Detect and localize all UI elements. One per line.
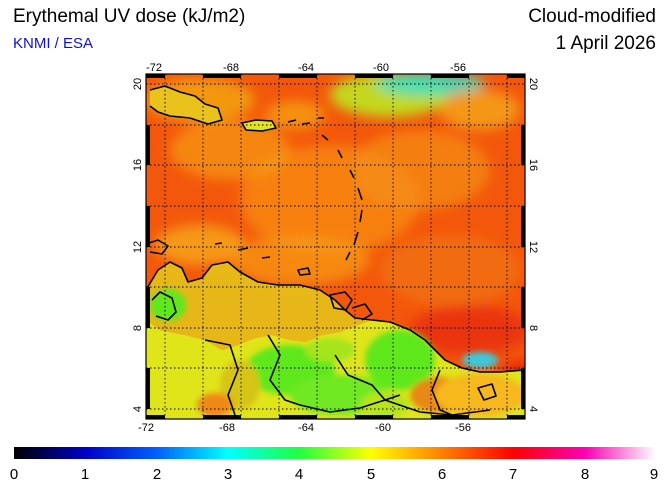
colorbar-label: 0 — [10, 466, 18, 483]
bottom-lon-label: -68 — [219, 422, 235, 434]
left-lat-label: 4 — [132, 406, 144, 412]
colorbar-label: 5 — [367, 466, 375, 483]
colorbar-gradient — [14, 447, 656, 459]
right-lat-label: 4 — [527, 406, 539, 412]
french-guiana-island — [477, 383, 497, 401]
guyana-suriname-border — [334, 354, 401, 401]
hispaniola-coast — [149, 85, 223, 125]
top-lon-label: -72 — [146, 62, 162, 74]
map-title: Erythemal UV dose (kJ/m2) — [13, 6, 246, 27]
maracaibo-land-patch — [150, 289, 186, 321]
bottom-lon-label: -64 — [298, 422, 314, 434]
right-lat-label: 20 — [527, 78, 539, 90]
bottom-lon-label: -72 — [138, 422, 154, 434]
orinoco-delta-coast — [351, 303, 373, 321]
colorbar-label: 9 — [650, 466, 658, 483]
colorbar-label: 6 — [438, 466, 446, 483]
maracaibo-coast — [151, 291, 177, 321]
colorbar-label: 4 — [295, 466, 303, 483]
colombia-venezuela-coast — [146, 261, 525, 373]
top-lon-labels: -72 -68 -64 -60 -56 — [146, 62, 466, 74]
colorbar-label: 3 — [224, 466, 232, 483]
bottom-lon-labels: -72 -68 -64 -60 -56 — [138, 422, 471, 434]
colorbar-label: 7 — [509, 466, 517, 483]
right-lat-labels: 4 8 12 16 20 — [527, 78, 539, 412]
colorbar-label: 1 — [81, 466, 89, 483]
right-lat-label: 8 — [527, 325, 539, 331]
top-lon-label: -56 — [450, 62, 466, 74]
land-uv-patches — [197, 330, 525, 419]
bottom-lon-label: -56 — [455, 422, 471, 434]
virgin-islands — [287, 117, 324, 125]
date-label: 1 April 2026 — [555, 33, 656, 54]
right-lat-label: 12 — [527, 241, 539, 253]
colombia-venezuela-border — [204, 339, 239, 416]
left-lat-label: 8 — [132, 325, 144, 331]
credit-label: KNMI / ESA — [13, 35, 94, 52]
bottom-lon-label: -60 — [375, 422, 391, 434]
right-lat-label: 16 — [527, 159, 539, 171]
trinidad-coast — [329, 291, 353, 311]
uv-field-patches — [146, 74, 525, 417]
top-lon-label: -68 — [223, 62, 239, 74]
colorbar: 0 1 2 3 4 5 6 7 8 9 — [10, 447, 658, 483]
venezuela-guyana-border — [267, 334, 301, 406]
top-lon-label: -60 — [373, 62, 389, 74]
top-lon-label: -64 — [298, 62, 314, 74]
guajira-coast — [146, 239, 169, 255]
graticule — [146, 74, 525, 419]
abc-islands — [214, 242, 271, 259]
puerto-rico-coast — [241, 119, 277, 132]
colorbar-label: 2 — [153, 466, 161, 483]
left-lat-label: 20 — [132, 78, 144, 90]
product-label: Cloud-modified — [528, 6, 656, 27]
left-lat-label: 16 — [132, 159, 144, 171]
suriname-guiana-border — [431, 369, 453, 416]
lesser-antilles-arc — [321, 134, 363, 261]
margarita-island — [297, 267, 311, 276]
puerto-rico-land — [242, 120, 276, 131]
map-frame — [145, 73, 526, 420]
left-lat-labels: 4 8 12 16 20 — [132, 78, 144, 412]
left-lat-label: 12 — [132, 241, 144, 253]
colorbar-label: 8 — [581, 466, 589, 483]
